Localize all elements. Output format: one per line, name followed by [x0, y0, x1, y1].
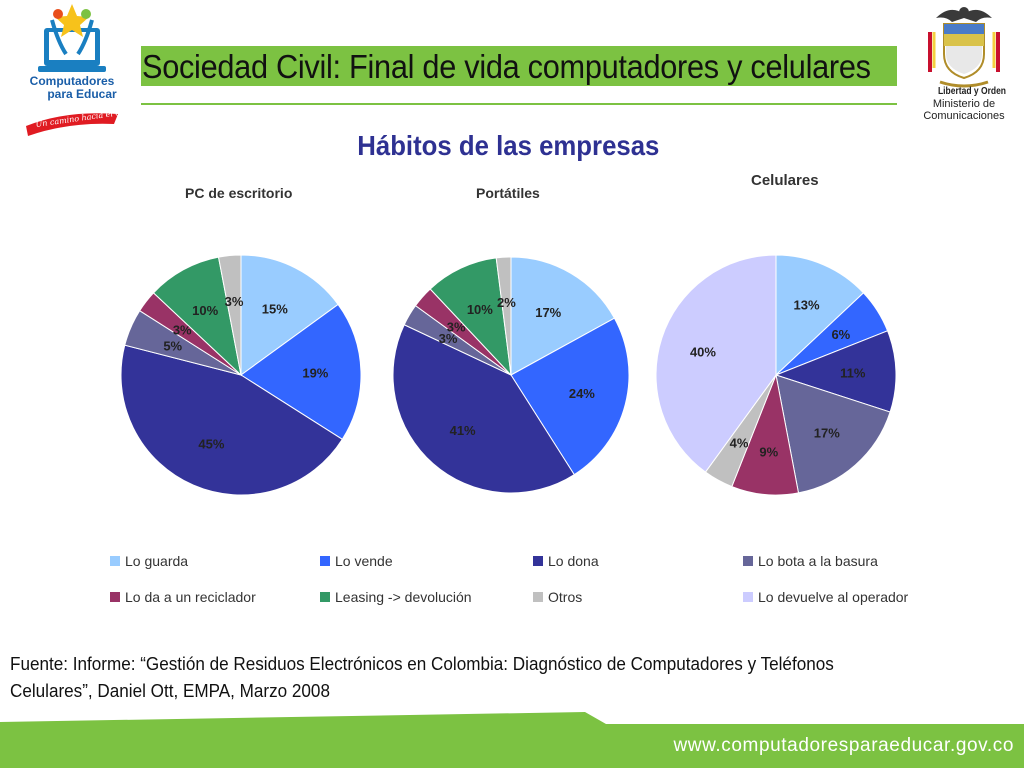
legend-swatch: [533, 592, 543, 602]
legend-item: Lo guarda: [110, 553, 188, 569]
legend-item: Lo bota a la basura: [743, 553, 878, 569]
legend-label: Lo devuelve al operador: [758, 589, 909, 605]
pie-data-label: 3%: [439, 331, 458, 346]
svg-text:para Educar: para Educar: [47, 87, 117, 101]
title-underline: [141, 103, 897, 105]
pie-slice: [775, 254, 865, 377]
chart-title-celulares: Celulares: [751, 172, 819, 189]
pie-slice: [217, 254, 242, 376]
legend-swatch: [533, 556, 543, 566]
pie-data-label: 6%: [831, 327, 850, 342]
pie-slice: [120, 344, 344, 496]
pie-data-label: 10%: [192, 303, 218, 318]
pie-data-label: 3%: [225, 294, 244, 309]
pie-data-label: 3%: [173, 322, 192, 337]
legend-item: Lo vende: [320, 553, 393, 569]
subtitle-text: Hábitos de las empresas: [357, 130, 660, 161]
computadores-para-educar-logo: Computadores para Educar Un camino hacia…: [20, 0, 170, 145]
pie-data-label: 13%: [793, 298, 819, 313]
legend-item: Lo devuelve al operador: [743, 589, 908, 605]
pie-data-label: 40%: [690, 344, 716, 359]
legend-item: Lo dona: [533, 553, 599, 569]
pie-slice: [775, 374, 891, 494]
pie-slice: [429, 257, 512, 377]
source-citation: Fuente: Informe: “Gestión de Residuos El…: [10, 654, 834, 701]
pie-data-label: 17%: [814, 426, 840, 441]
pie-data-label: 45%: [198, 436, 224, 451]
legend-label: Lo vende: [335, 553, 393, 569]
pie-slice: [495, 256, 512, 376]
legend-label: Lo dona: [548, 553, 599, 569]
seal-motto: Libertad y Orden: [937, 86, 1006, 97]
legend-label: Otros: [548, 589, 583, 605]
chart-title-portatiles: Portátiles: [476, 185, 540, 201]
pie-data-label: 3%: [447, 320, 466, 335]
legend-swatch: [743, 556, 753, 566]
legend-label: Lo bota a la basura: [758, 553, 878, 569]
pie-data-label: 41%: [450, 423, 476, 438]
pie-data-label: 11%: [840, 366, 866, 381]
page-title: Sociedad Civil: Final de vida computador…: [142, 48, 871, 85]
pie-slice: [510, 317, 630, 476]
pie-slice: [774, 330, 897, 413]
chart-title-pc: PC de escritorio: [185, 185, 293, 201]
legend-swatch: [320, 592, 330, 602]
pie-data-label: 15%: [262, 302, 288, 317]
legend-swatch: [320, 556, 330, 566]
legend-swatch: [743, 592, 753, 602]
pie-slice: [240, 254, 339, 376]
legend-label: Leasing -> devolución: [335, 589, 472, 605]
pie-data-label: 2%: [497, 295, 516, 310]
legend-item: Otros: [533, 589, 582, 605]
footer-url[interactable]: www.computadoresparaeducar.gov.co: [673, 735, 1014, 756]
legend-label: Lo guarda: [125, 553, 189, 569]
pie-data-label: 4%: [730, 435, 749, 450]
title-bar: [141, 46, 897, 86]
pie-slice: [392, 324, 575, 494]
legend-item: Leasing -> devolución: [320, 589, 472, 605]
section-subtitle: Hábitos de las empresas: [41, 130, 983, 162]
legend-swatch: [110, 592, 120, 602]
legend-item: Lo da a un reciclador: [110, 589, 256, 605]
pie-slice: [655, 254, 777, 473]
pie-data-label: 9%: [759, 444, 778, 459]
pie-data-label: 19%: [302, 366, 328, 381]
svg-text:Computadores: Computadores: [30, 74, 115, 88]
pie-data-label: 17%: [535, 305, 561, 320]
pie-data-label: 5%: [163, 338, 182, 353]
ministry-name: Ministerio de Comunicaciones: [923, 98, 1005, 122]
pie-data-label: 24%: [569, 386, 595, 401]
pie-slice: [152, 256, 242, 377]
pie-data-label: 10%: [467, 302, 493, 317]
footer-band: [0, 712, 1024, 768]
pie-slice: [240, 303, 362, 440]
colombia-coat-of-arms: [922, 2, 1006, 103]
legend-swatch: [110, 556, 120, 566]
pie-slice: [510, 256, 616, 376]
legend-label: Lo da a un reciclador: [125, 589, 256, 605]
